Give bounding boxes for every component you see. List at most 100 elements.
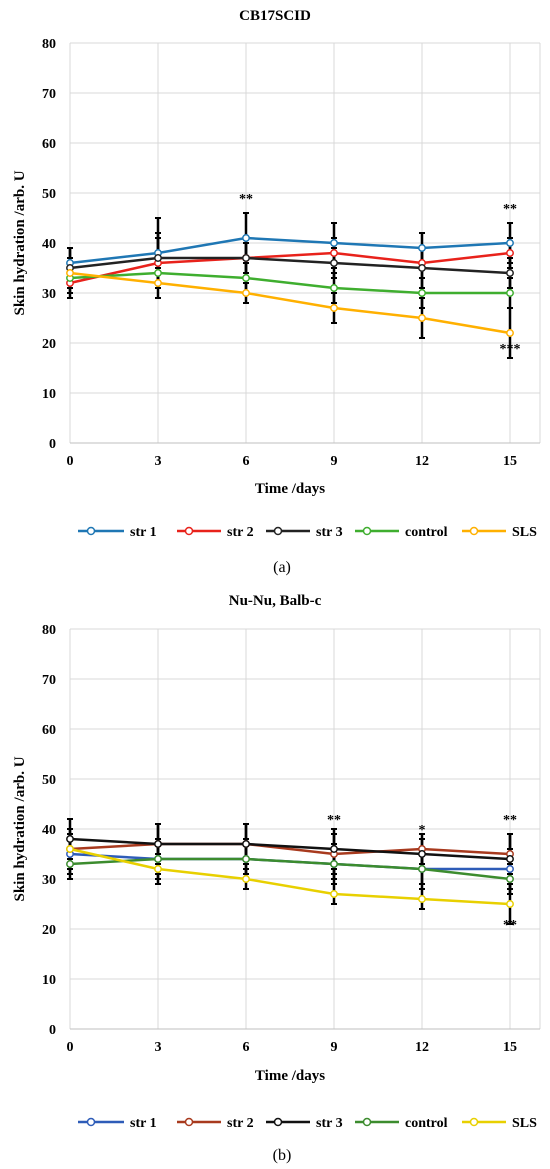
legend-item: str 1 [78,525,157,540]
legend-item: str 3 [266,525,343,540]
significance-marker: ** [327,813,341,828]
data-point [330,304,338,312]
x-tick-label: 15 [503,1040,517,1055]
y-tick-label: 60 [42,137,56,152]
legend-item: str 1 [78,1116,157,1131]
legend-label: SLS [512,525,537,540]
data-point [418,289,426,297]
x-tick-label: 3 [155,454,162,469]
y-axis-title: Skin hydration /arb. U [12,756,28,901]
data-point [242,254,250,262]
legend-label: str 3 [316,525,343,540]
data-point [242,274,250,282]
chart-panel-b: Nu-Nu, Balb-c 0 10 20 30 40 50 60 70 80 0 3 6 9 12 15 Ti… [12,593,541,1164]
legend-item: control [355,1116,448,1131]
x-tick-label: 9 [331,1040,338,1055]
data-point [242,234,250,242]
data-point [330,259,338,267]
legend-label: control [405,1116,448,1131]
series-line-control [69,857,511,881]
legend-label: control [405,525,448,540]
series-line-control [69,271,510,295]
x-tick-label: 15 [503,454,517,469]
y-tick-label: 80 [42,37,56,52]
legend-label: str 2 [227,525,254,540]
data-point [330,890,338,898]
data-point [506,329,514,337]
y-tick-label: 30 [42,873,56,888]
y-tick-label: 20 [42,337,56,352]
x-tick-label: 3 [155,1040,162,1055]
legend-marker [86,526,96,536]
data-point [330,239,338,247]
legend-label: SLS [512,1116,537,1131]
data-point [66,845,74,853]
significance-marker: * [419,823,426,838]
legend-marker [469,526,479,536]
data-point [66,835,74,843]
data-point [418,850,426,858]
y-tick-label: 50 [42,187,56,202]
data-point [154,269,162,277]
data-point [154,254,162,262]
data-point [66,860,74,868]
y-tick-label: 30 [42,287,56,302]
legend-marker [273,526,283,536]
legend-marker [362,1117,372,1127]
data-point [154,865,162,873]
data-point [330,284,338,292]
data-point [506,289,514,297]
legend-label: str 1 [130,525,157,540]
legend-label: str 3 [316,1116,343,1131]
data-point [418,244,426,252]
x-tick-label: 9 [331,454,338,469]
x-tick-label: 12 [415,454,429,469]
significance-marker: ** [503,813,517,828]
y-tick-label: 40 [42,823,56,838]
data-point [330,845,338,853]
data-point [418,314,426,322]
data-point [242,875,250,883]
y-tick-label: 50 [42,773,56,788]
series-line-str-2 [69,251,511,285]
legend: str 1 str 2 str 3 control SLS [78,525,537,540]
legend-item: str 2 [177,1116,254,1131]
data-point [506,855,514,863]
legend-marker [184,1117,194,1127]
y-axis-title: Skin hydration /arb. U [12,170,28,315]
data-point [418,264,426,272]
legend-marker [273,1117,283,1127]
data-point [418,865,426,873]
data-point [506,269,514,277]
y-tick-label: 0 [49,437,56,452]
series-line-str-3 [69,837,511,861]
legend: str 1 str 2 str 3 control SLS [78,1116,537,1131]
y-tick-label: 80 [42,623,56,638]
significance-marker: ** [503,918,517,933]
data-point [506,900,514,908]
series-line-str-1 [69,236,511,265]
data-point [506,249,514,257]
y-tick-label: 70 [42,673,56,688]
data-point [242,289,250,297]
data-point [506,239,514,247]
legend-item: str 2 [177,525,254,540]
data-point [418,895,426,903]
data-point [330,249,338,257]
data-point [66,269,74,277]
data-point [154,855,162,863]
significance-marker: ** [239,192,253,207]
y-tick-label: 20 [42,923,56,938]
chart-panel-a: CB17SCID 0 10 20 30 40 50 60 70 80 0 3 6 9 12 15 Time /d… [12,8,541,576]
y-tick-label: 40 [42,237,56,252]
legend-item: SLS [462,525,537,540]
significance-marker: *** [500,342,521,357]
legend-item: str 3 [266,1116,343,1131]
legend-item: control [355,525,448,540]
x-tick-label: 6 [243,1040,250,1055]
x-tick-label: 0 [67,454,74,469]
legend-marker [86,1117,96,1127]
series-line-str-2 [69,842,511,856]
significance-marker: ** [503,202,517,217]
